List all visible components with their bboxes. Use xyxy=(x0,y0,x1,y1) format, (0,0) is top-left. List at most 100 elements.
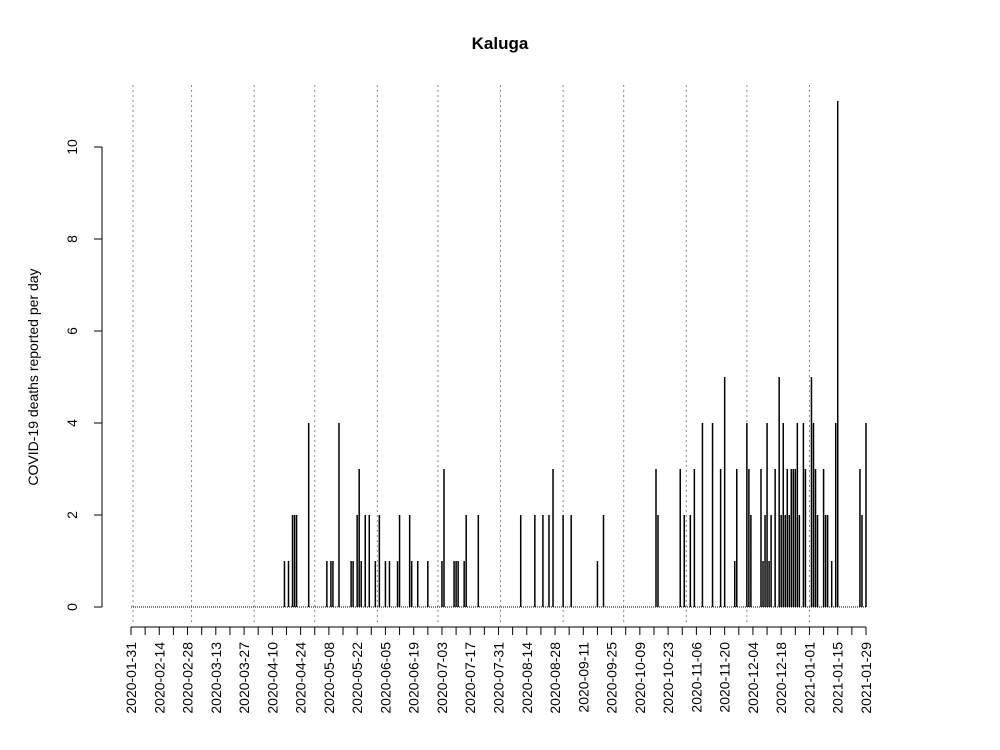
bar xyxy=(384,561,387,607)
bar xyxy=(378,515,381,607)
x-tick-label: 2020-09-11 xyxy=(575,642,591,713)
bar xyxy=(374,561,377,607)
bar xyxy=(826,515,829,607)
x-tick-label: 2020-07-17 xyxy=(462,642,478,714)
bar xyxy=(519,515,522,607)
bar xyxy=(350,561,352,607)
bar xyxy=(410,561,413,607)
x-tick-label: 2020-08-28 xyxy=(547,642,563,714)
bar xyxy=(798,515,801,607)
bar xyxy=(408,515,411,607)
bar xyxy=(711,423,714,607)
bar xyxy=(356,515,358,607)
bar xyxy=(441,561,443,607)
bar xyxy=(802,423,805,607)
x-tick-label: 2020-03-27 xyxy=(236,642,252,714)
x-tick-label: 2020-10-23 xyxy=(660,642,676,714)
bar xyxy=(368,515,371,607)
bar xyxy=(814,469,817,607)
bar xyxy=(780,515,782,607)
bar xyxy=(723,377,726,607)
x-tick-label: 2020-12-04 xyxy=(745,642,761,714)
bar xyxy=(794,469,797,607)
bar xyxy=(360,561,362,607)
bar xyxy=(816,515,819,607)
bar xyxy=(332,561,334,607)
bar xyxy=(534,515,536,607)
bar xyxy=(760,469,762,607)
bar xyxy=(657,515,659,607)
bar xyxy=(750,515,752,607)
bar xyxy=(465,515,467,607)
bar xyxy=(790,469,793,607)
bar xyxy=(719,469,722,607)
bar xyxy=(562,515,564,607)
bar xyxy=(792,469,795,607)
bar xyxy=(463,561,465,607)
bar xyxy=(734,561,736,607)
bar xyxy=(830,561,833,607)
x-tick-label: 2020-06-05 xyxy=(377,642,393,714)
bar xyxy=(804,469,807,607)
bar xyxy=(693,469,696,607)
bar xyxy=(457,561,459,607)
x-tick-label: 2020-11-06 xyxy=(688,642,704,713)
x-tick-label: 2020-06-19 xyxy=(406,642,422,714)
bar xyxy=(358,469,360,607)
bar xyxy=(812,423,815,607)
y-tick-label: 6 xyxy=(64,327,80,335)
y-tick-label: 2 xyxy=(64,511,80,519)
x-tick-label: 2020-09-25 xyxy=(604,642,620,714)
bar xyxy=(796,423,799,607)
y-tick-label: 4 xyxy=(64,419,80,427)
bar xyxy=(596,561,599,607)
bar xyxy=(283,561,286,607)
bar xyxy=(683,515,686,607)
bar xyxy=(548,515,550,607)
bar xyxy=(748,469,750,607)
bar xyxy=(388,561,391,607)
x-tick-label: 2020-03-13 xyxy=(208,642,224,714)
bar xyxy=(836,101,839,607)
bar xyxy=(542,515,544,607)
x-tick-label: 2020-11-20 xyxy=(717,642,733,713)
bar xyxy=(766,423,768,607)
bar xyxy=(364,515,366,607)
bar xyxy=(810,377,813,607)
bar xyxy=(689,515,692,607)
bar xyxy=(834,423,837,607)
bar xyxy=(824,515,827,607)
bar xyxy=(330,561,332,607)
chart-title: Kaluga xyxy=(472,34,529,53)
x-tick-label: 2021-01-15 xyxy=(830,642,846,714)
bar xyxy=(774,469,776,607)
bar xyxy=(861,515,863,607)
bar xyxy=(865,423,867,607)
bar xyxy=(778,377,780,607)
y-tick-label: 0 xyxy=(64,603,80,611)
bar xyxy=(293,515,296,607)
bar xyxy=(307,423,310,607)
x-tick-label: 2020-04-10 xyxy=(264,642,280,714)
x-tick-label: 2020-07-31 xyxy=(491,642,507,714)
bar xyxy=(602,515,605,607)
bar xyxy=(768,561,770,607)
y-axis-label: COVID-19 deaths reported per day xyxy=(25,268,41,485)
bar xyxy=(552,469,554,607)
bar xyxy=(770,515,772,607)
x-tick-label: 2020-05-22 xyxy=(349,642,365,714)
bar xyxy=(782,423,784,607)
x-tick-label: 2020-07-03 xyxy=(434,642,450,714)
bar xyxy=(453,561,455,607)
bar xyxy=(679,469,681,607)
bar xyxy=(427,561,429,607)
bar xyxy=(822,469,825,607)
y-tick-label: 10 xyxy=(64,139,80,155)
bar xyxy=(398,515,401,607)
bar xyxy=(788,515,791,607)
bar xyxy=(570,515,572,607)
bar xyxy=(396,561,399,607)
bar xyxy=(416,561,419,607)
bar xyxy=(443,469,445,607)
